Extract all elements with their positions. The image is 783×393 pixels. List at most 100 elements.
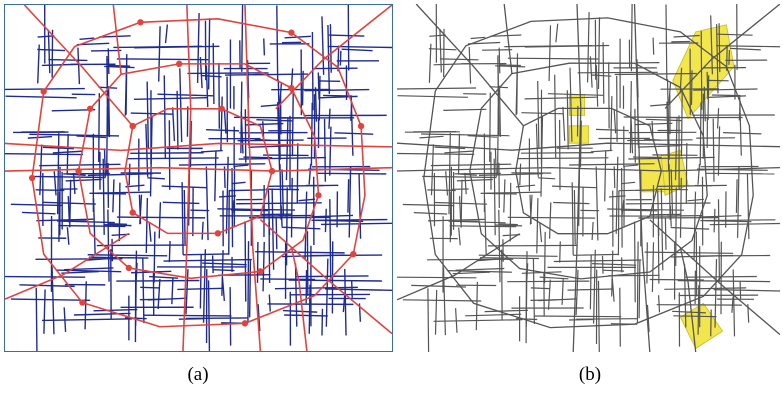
minor-road [618, 189, 655, 192]
minor-road [539, 222, 543, 243]
minor-road [66, 227, 70, 245]
minor-road [321, 16, 325, 75]
minor-road [559, 241, 561, 263]
minor-road [147, 177, 165, 180]
minor-road [712, 118, 715, 182]
minor-road [212, 268, 235, 272]
minor-road [55, 269, 122, 273]
minor-road [342, 295, 346, 313]
minor-road [324, 288, 392, 292]
major-road [572, 4, 582, 352]
minor-road [52, 150, 82, 154]
minor-road [477, 258, 497, 262]
minor-road [699, 254, 771, 257]
minor-road [140, 286, 160, 289]
minor-road [731, 296, 734, 313]
minor-road [730, 47, 761, 51]
minor-road [162, 201, 200, 205]
minor-road [107, 48, 110, 75]
minor-road [256, 118, 294, 122]
minor-road [41, 63, 79, 67]
minor-road [285, 118, 289, 181]
minor-road [158, 202, 162, 239]
minor-road [665, 4, 668, 80]
minor-road [220, 96, 223, 151]
intersection-node [214, 230, 222, 237]
minor-road [225, 156, 229, 234]
minor-road [520, 152, 594, 154]
minor-road [459, 196, 462, 224]
minor-road [43, 289, 46, 334]
minor-road [699, 215, 742, 218]
minor-road [459, 173, 477, 176]
minor-road [196, 13, 200, 83]
intersection-node [28, 174, 36, 182]
intersection-node [241, 320, 249, 327]
minor-road [291, 92, 294, 157]
minor-road [516, 184, 536, 188]
minor-road [245, 122, 284, 126]
minor-road [329, 126, 332, 176]
minor-road [236, 202, 322, 205]
minor-road [674, 118, 678, 181]
minor-road [537, 177, 556, 180]
major-road [649, 219, 780, 336]
minor-road [443, 108, 487, 111]
minor-road [179, 68, 183, 143]
minor-road [421, 133, 510, 137]
highlighted-region [679, 302, 724, 350]
minor-road [30, 175, 106, 179]
minor-road [127, 157, 219, 160]
minor-road [562, 106, 566, 141]
minor-road [521, 112, 564, 115]
minor-road [214, 150, 217, 202]
map-panel-b [397, 4, 780, 352]
minor-road [735, 179, 738, 213]
minor-road [632, 156, 662, 159]
minor-road [181, 182, 184, 255]
minor-road [284, 314, 328, 317]
minor-road [157, 93, 214, 97]
minor-road [112, 179, 115, 213]
minor-road [221, 250, 224, 296]
minor-road [710, 309, 712, 337]
minor-road [690, 70, 693, 105]
major-road [469, 62, 708, 280]
minor-road [323, 94, 353, 97]
minor-road [51, 266, 55, 335]
minor-road [608, 195, 626, 198]
major-road [633, 4, 651, 352]
minor-road [411, 284, 466, 288]
major-road [5, 142, 392, 152]
minor-road [650, 103, 668, 107]
minor-road [493, 158, 496, 236]
major-road [259, 218, 392, 335]
minor-road [569, 163, 655, 166]
minor-road [625, 202, 711, 205]
minor-road [697, 285, 700, 335]
major-road [31, 18, 366, 328]
minor-road [157, 278, 161, 310]
intersection-node [268, 167, 276, 175]
minor-road [153, 231, 156, 283]
minor-road [607, 208, 685, 211]
major-road [503, 4, 513, 74]
minor-road [207, 280, 211, 351]
minor-road [103, 148, 107, 178]
minor-road [611, 278, 615, 302]
minor-road [35, 287, 38, 351]
minor-road [427, 288, 430, 352]
minor-road [163, 258, 252, 262]
minor-road [67, 173, 86, 177]
minor-road [200, 149, 223, 153]
minor-road [176, 90, 179, 150]
major-road [244, 5, 262, 351]
minor-road [706, 71, 709, 100]
minor-road [221, 277, 226, 302]
minor-road [645, 118, 683, 122]
minor-road [279, 164, 282, 220]
minor-road [475, 281, 478, 331]
minor-road [158, 26, 161, 82]
minor-road [710, 15, 713, 75]
minor-road [202, 249, 207, 323]
